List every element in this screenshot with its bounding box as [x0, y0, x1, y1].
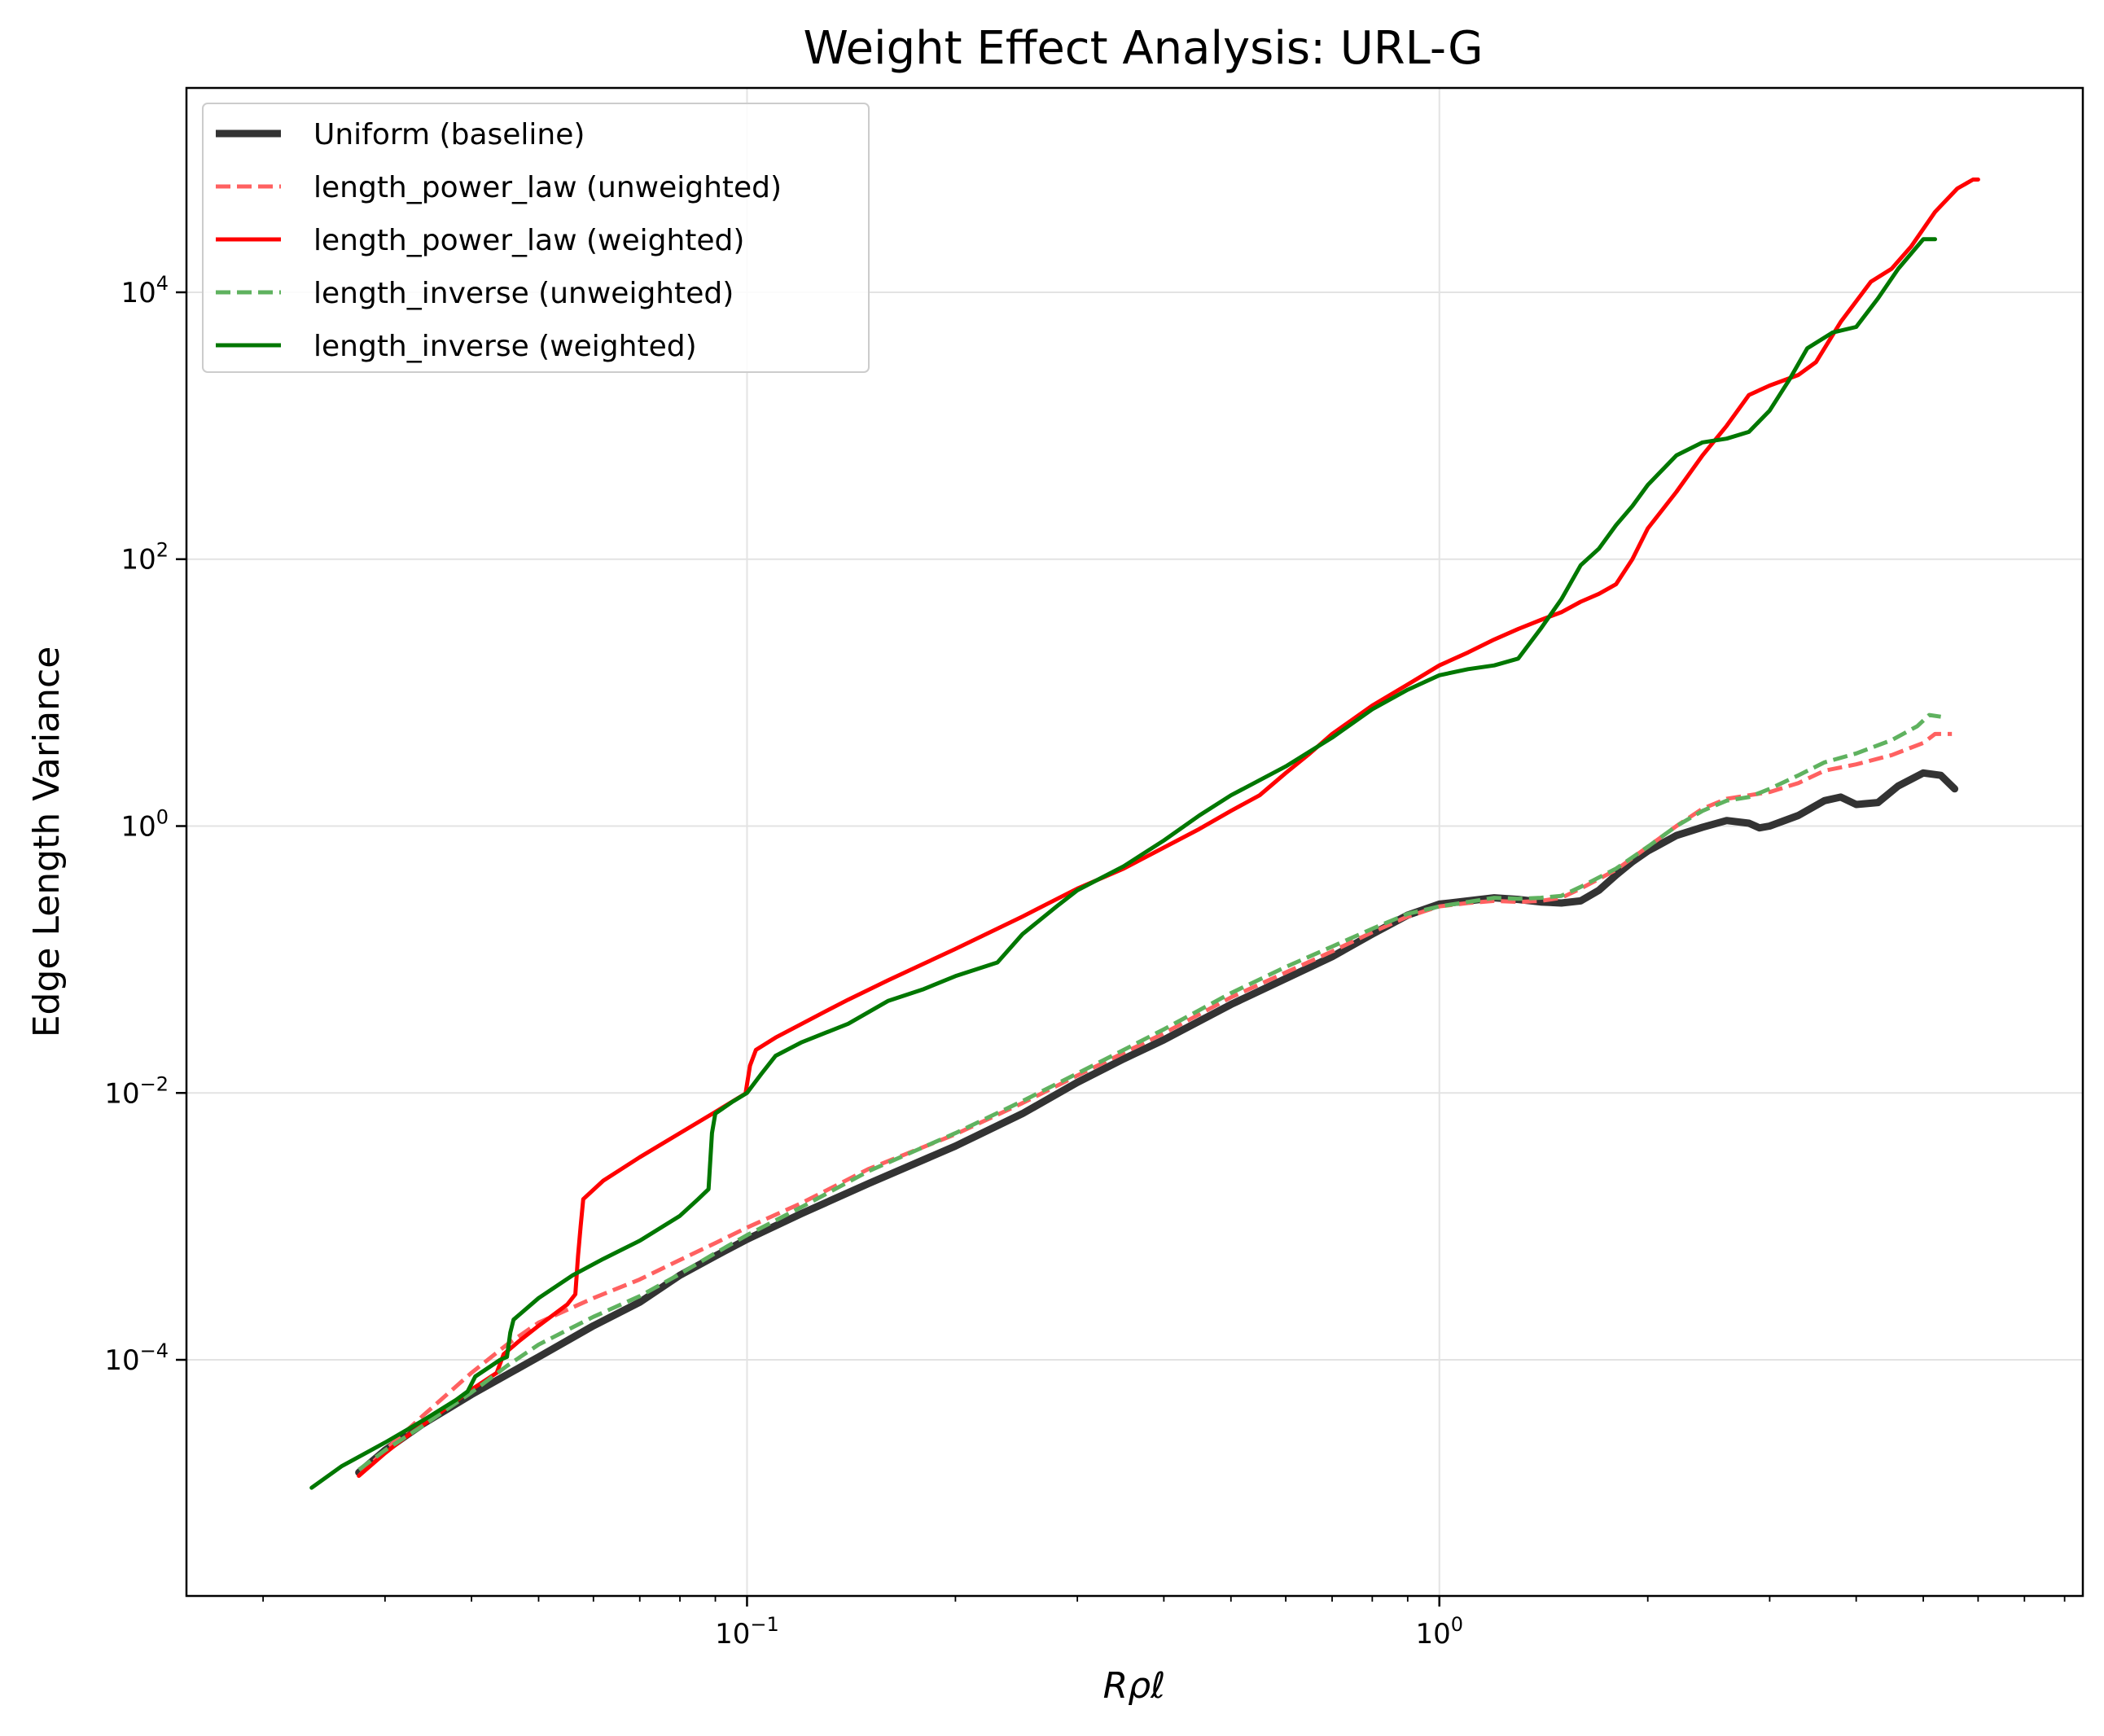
y-tick-label: 10−4 [104, 1339, 169, 1377]
y-tick-label: 10−2 [104, 1072, 169, 1110]
series-line-5 [309, 237, 1937, 1490]
axes-frame [185, 86, 2084, 1598]
series-line-2 [357, 731, 1953, 1478]
legend-label-1: Uniform (baseline) [313, 118, 585, 151]
series-line-4 [357, 712, 1941, 1472]
legend-label-2: length_power_law (unweighted) [313, 171, 782, 204]
legend-label-4: length_inverse (unweighted) [313, 277, 734, 310]
chart-title: Weight Effect Analysis: URL-G [803, 22, 1483, 75]
legend-label-5: length_inverse (weighted) [313, 330, 697, 363]
y-axis-title: Edge Length Variance [26, 647, 68, 1038]
plot-area [309, 178, 1980, 1490]
x-axis-title: Rρℓ [1103, 1665, 1166, 1707]
series-line-1 [355, 769, 1959, 1476]
legend-label-3: length_power_law (weighted) [313, 224, 744, 257]
legend-box [202, 103, 870, 373]
series-line-3 [357, 178, 1980, 1478]
legend: Uniform (baseline) length_power_law (unwe… [202, 103, 870, 373]
